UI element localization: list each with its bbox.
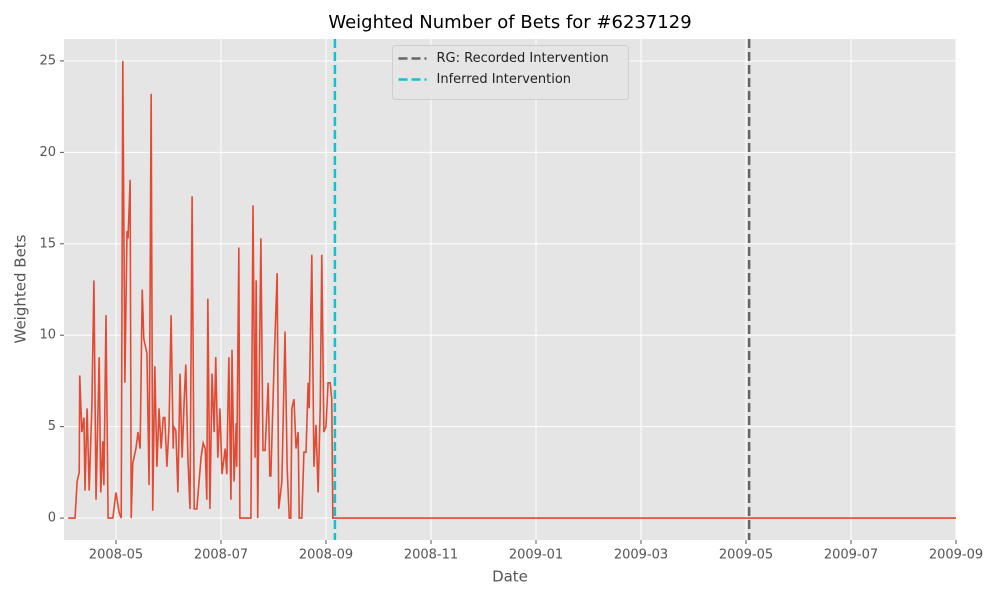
legend-label: RG: Recorded Intervention bbox=[437, 51, 609, 66]
y-tick-label: 25 bbox=[39, 53, 56, 68]
x-tick-label: 2008-05 bbox=[89, 548, 143, 563]
chart-title: Weighted Number of Bets for #6237129 bbox=[328, 12, 691, 33]
x-tick-label: 2008-09 bbox=[299, 548, 353, 563]
x-tick-label: 2009-01 bbox=[509, 548, 563, 563]
x-tick-label: 2009-07 bbox=[824, 548, 878, 563]
legend-label: Inferred Intervention bbox=[437, 72, 572, 87]
y-tick-label: 15 bbox=[39, 236, 56, 251]
y-tick-label: 10 bbox=[39, 328, 56, 343]
x-tick-label: 2009-03 bbox=[614, 548, 668, 563]
legend-box bbox=[392, 45, 629, 100]
y-tick-label: 20 bbox=[39, 145, 56, 160]
y-axis-label: Weighted Bets bbox=[12, 234, 30, 343]
x-tick-label: 2008-11 bbox=[404, 548, 458, 563]
x-tick-label: 2008-07 bbox=[194, 548, 248, 563]
y-tick-label: 5 bbox=[48, 419, 56, 434]
data-line bbox=[68, 60, 956, 519]
plot-background bbox=[64, 39, 956, 540]
x-tick-label: 2009-09 bbox=[929, 548, 983, 563]
y-tick-label: 0 bbox=[48, 511, 56, 526]
x-axis-label: Date bbox=[492, 568, 528, 586]
x-tick-label: 2009-05 bbox=[719, 548, 773, 563]
